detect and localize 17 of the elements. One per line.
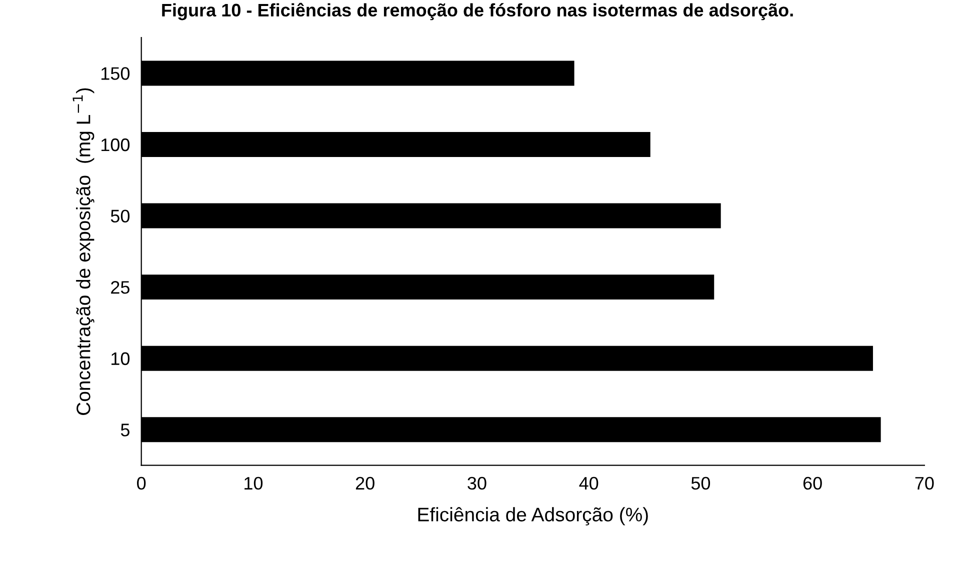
- y-tick-label: 150: [101, 67, 130, 80]
- chart-title: Figura 10 - Eficiências de remoção de fósforo nas isotermas de adsorção.: [162, 2, 793, 20]
- y-tick-label: 25: [111, 281, 130, 294]
- x-tick-label: 60: [803, 476, 822, 490]
- x-tick-label: 50: [691, 476, 710, 490]
- x-tick-label: 10: [244, 476, 263, 490]
- y-tick-label: 10: [112, 352, 130, 366]
- x-axis-title: Eficiência de Adsorção (%): [418, 507, 648, 526]
- x-tick-label: 70: [915, 476, 934, 490]
- y-tick-label: 100: [101, 138, 130, 152]
- y-tick-label: 5: [120, 424, 130, 436]
- y-tick-label: 50: [110, 210, 130, 223]
- x-tick-label: 20: [356, 476, 374, 490]
- x-tick-label: 30: [468, 476, 486, 490]
- x-tick-label: 40: [579, 476, 598, 490]
- x-tick-label: 0: [137, 476, 146, 490]
- y-axis-title: Concentração de exposição (mg L$^{−1}$): [72, 88, 94, 415]
